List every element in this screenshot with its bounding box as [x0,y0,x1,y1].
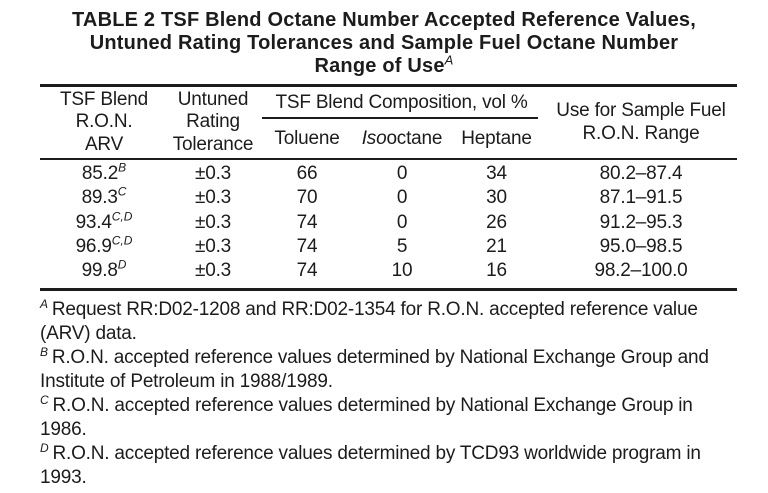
footnote-d: D R.O.N. accepted reference values determ… [40,441,701,489]
header-isooctane: Isooctane [361,127,443,149]
header-heptane: Heptane [461,127,532,149]
cell-ron-range: 80.2–87.4 [599,163,683,184]
footnote-c: C R.O.N. accepted reference values determ… [40,393,693,441]
cell-heptane: 30 [486,187,507,209]
cell-heptane: 34 [486,163,507,184]
cell-tolerance: ±0.3 [194,211,232,233]
cell-heptane: 16 [486,260,507,282]
header-toluene: Toluene [274,127,340,149]
cell-toluene: 74 [296,235,318,257]
header-composition-group: TSF Blend Composition, vol % Toluene Iso… [258,87,545,158]
cell-toluene: 74 [296,211,318,233]
footnote-b: B R.O.N. accepted reference values determ… [40,345,709,393]
table-header-row: TSF Blend R.O.N. ARV Untuned Rating Tole… [40,84,737,160]
table-title-footnote-marker: A [444,52,454,68]
cell-arv: 96.9C,D [75,233,133,257]
cell-tolerance: ±0.3 [194,163,232,184]
cell-isooctane: 10 [391,260,413,282]
table-row: 99.8D ±0.3 74 10 16 98.2–100.0 [40,259,737,283]
footnote-marker: C,D [111,233,133,248]
cell-tolerance: ±0.3 [194,260,232,282]
reference-values-table: TSF Blend R.O.N. ARV Untuned Rating Tole… [40,84,737,292]
table-row: 93.4C,D ±0.3 74 0 26 91.2–95.3 [40,209,737,235]
cell-tolerance: ±0.3 [194,235,232,257]
cell-toluene: 70 [296,187,318,209]
cell-arv: 99.8D [81,257,127,282]
footnote-d-marker: D [40,441,49,456]
cell-isooctane: 0 [396,211,408,233]
cell-heptane: 26 [486,211,507,233]
table-title: TABLE 2 TSF Blend Octane Number Accepted… [0,0,768,78]
table-row: 85.2B ±0.3 66 0 34 80.2–87.4 [40,162,737,186]
cell-isooctane: 0 [396,187,408,209]
cell-toluene: 74 [296,260,318,282]
table-row: 96.9C,D ±0.3 74 5 21 95.0–98.5 [40,235,737,259]
footnote-b-marker: B [40,345,48,360]
header-untuned-rating-tolerance: Untuned Rating Tolerance [172,88,254,155]
header-use-for-sample-fuel: Use for Sample Fuel R.O.N. Range [556,100,726,144]
header-tsf-blend-ron-arv: TSF Blend R.O.N. ARV [60,88,148,155]
header-composition-title: TSF Blend Composition, vol % [275,92,528,113]
table-title-line-3: Range of UseA [0,52,768,78]
footnote-a-marker: A [40,297,48,312]
cell-ron-range: 87.1–91.5 [599,187,683,209]
cell-isooctane: 0 [396,163,408,184]
cell-arv: 89.3C [81,184,127,209]
cell-ron-range: 98.2–100.0 [594,260,688,282]
table-title-line-2: Untuned Rating Tolerances and Sample Fue… [89,32,679,54]
cell-ron-range: 95.0–98.5 [599,235,683,257]
footnote-marker: C,D [111,209,133,224]
cell-isooctane: 5 [396,235,408,257]
footnote-a: A Request RR:D02-1208 and RR:D02-1354 for… [40,297,698,345]
footnote-c-marker: C [40,393,49,408]
footnote-marker: C [117,184,127,199]
footnote-marker: D [117,257,127,272]
table-title-line-1: TABLE 2 TSF Blend Octane Number Accepted… [72,9,696,31]
cell-tolerance: ±0.3 [194,187,232,209]
table-title-line-3-text: Range of Use [314,55,445,77]
cell-heptane: 21 [486,235,507,257]
cell-ron-range: 91.2–95.3 [599,211,683,233]
composition-group-rule [262,117,538,119]
cell-arv: 85.2B [81,160,127,184]
composition-subheaders: Toluene Isooctane Heptane [258,119,545,158]
table-footnotes: A Request RR:D02-1208 and RR:D02-1354 for… [40,298,740,490]
cell-arv: 93.4C,D [75,209,133,233]
footnote-marker: B [118,160,127,175]
table-row: 89.3C ±0.3 70 0 30 87.1–91.5 [40,186,737,210]
cell-toluene: 66 [296,163,318,184]
table-body: 85.2B ±0.3 66 0 34 80.2–87.4 89.3C ±0.3 … [40,160,737,292]
